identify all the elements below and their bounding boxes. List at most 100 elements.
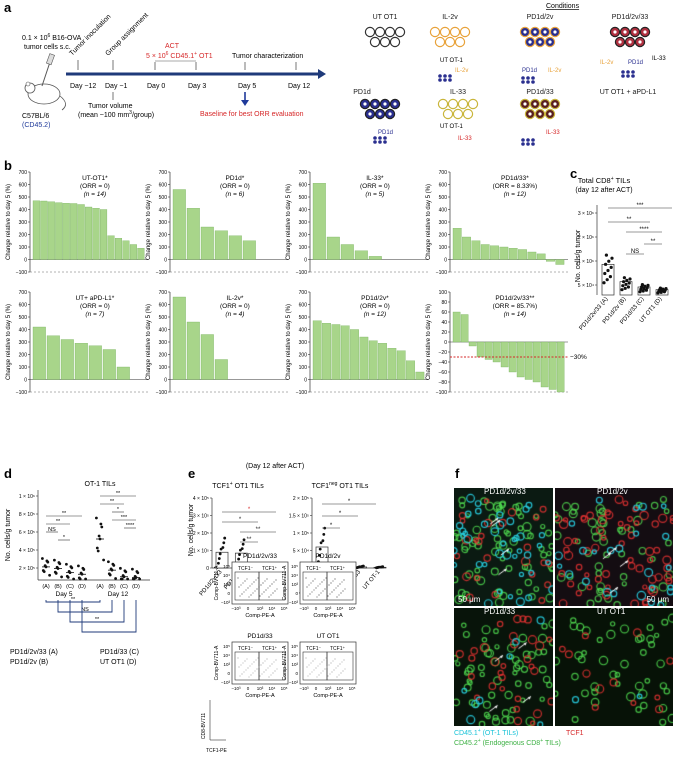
panel-e-ylabel: No. cells/g tumor [188, 503, 195, 556]
b-bar-1-0 [172, 189, 186, 260]
b-ticklabel-7--20: −20 [439, 350, 448, 356]
day-0: Day 0 [147, 83, 165, 90]
mouse-strain: C57BL/6 [22, 113, 49, 120]
e-flow-event-2-28 [273, 661, 275, 663]
b-ticklabel-2-600: 600 [299, 183, 308, 189]
e-flow-ytick-1-3: 0 [295, 591, 298, 596]
cluster-pd1d2v33-nucleus-1 [623, 30, 627, 34]
b-ticklabel-0-300: 300 [19, 220, 28, 226]
b-bar-6-5 [359, 336, 369, 380]
d-cross-bracket-3 [81, 600, 137, 633]
e-flow-event-3-45 [330, 662, 332, 664]
sub-ut-ot1-b: UT OT-1 [440, 124, 464, 130]
panel-a-letter: a [4, 0, 12, 15]
e-flow-event-3-53 [306, 666, 308, 668]
b-n-4: (n = 7) [85, 311, 104, 318]
micro-pd1d2v33: PD1d/2v/33 50 μm [454, 488, 553, 606]
e-flow-event-3-49 [318, 674, 320, 676]
b-ticklabel-1-200: 200 [159, 233, 168, 239]
c-dot-1-0 [620, 288, 624, 292]
legend-c: PD1d/33 (C) [100, 649, 139, 656]
b-ticklabel-1-100: 100 [159, 245, 168, 251]
e-flow-xtick-1-2: 10³ [325, 606, 332, 611]
panel-c-letter: c [570, 166, 577, 181]
e-flow-event-0-20 [257, 577, 259, 579]
e-flow-event-2-21 [254, 670, 256, 672]
e-right-dot-0-2 [317, 554, 321, 557]
d-dot-6-5 [119, 577, 123, 581]
b-title-6: PD1d/2v* [361, 295, 389, 302]
e-flow-event-3-21 [322, 670, 324, 672]
b-bar-0-10 [107, 235, 115, 260]
legend-d: UT OT1 (D) [100, 659, 136, 666]
pd1d33-dots-dot-5 [531, 142, 535, 146]
e-flow-event-0-31 [264, 580, 266, 582]
panel-e-header: (Day 12 after ACT) [246, 463, 304, 470]
b-ticklabel-4-600: 600 [19, 303, 28, 309]
e-flow-gate-pos-0 [258, 571, 286, 601]
b-n-3: (n = 12) [504, 191, 527, 198]
b-ylabel-4: Change relative to day 5 (%) [6, 304, 12, 380]
e-left-group-0: PD1d/2v/33 [199, 569, 224, 597]
e-flow-event-1-34 [323, 579, 325, 581]
b-ylabel-7: Change relative to day 5 (%) [426, 304, 432, 380]
cluster-pd1d2v-nucleus-1 [533, 30, 537, 34]
e-flow-ytick-3-4: −10³ [289, 680, 299, 685]
b-ticklabel-0-500: 500 [19, 195, 28, 201]
b-bar-0-8 [92, 208, 100, 260]
e-flow-event-2-54 [275, 659, 277, 661]
e-flow-event-2-33 [258, 666, 260, 668]
e-flow-event-3-50 [315, 667, 317, 669]
e-right-dot-2-6 [358, 565, 362, 569]
e-left-ticklabel-4: 0 [206, 566, 209, 572]
e-flow-event-0-41 [274, 590, 276, 592]
e-flow-event-3-44 [333, 669, 335, 671]
b-ticklabel-1-400: 400 [159, 208, 168, 214]
cluster-pd1d2v-nucleus-3 [553, 30, 557, 34]
d-dot-3-6 [79, 571, 83, 575]
d-dot-4-0 [95, 516, 98, 520]
c-ticklabel-2: 1 × 10⁶ [578, 259, 594, 265]
e-flow-gate-neg-label-3: TCF1⁻ [306, 646, 322, 652]
il2v-dots-dot-4 [443, 78, 447, 82]
e-flow-event-1-45 [330, 582, 332, 584]
e-flow-event-3-43 [336, 676, 338, 678]
c-ticklabel-3: 5 × 10⁴ [578, 283, 594, 289]
cluster-il33-nucleus-4 [446, 112, 450, 116]
e-flow-gate-pos-label-1: TCF1⁺ [330, 566, 346, 572]
e-flow-event-2-46 [259, 675, 261, 677]
e-flow-ytick-1-2: 10³ [291, 582, 298, 587]
e-flow-ytick-0-1: 10⁴ [223, 573, 230, 578]
c-dot-2-9 [640, 283, 645, 287]
e-flow-event-1-38 [311, 591, 313, 593]
panel-e-chart: (Day 12 after ACT) TCF1+ OT1 TILs TCF1ne… [188, 463, 387, 754]
b-bar-2-3 [354, 250, 368, 260]
c-dot-1-5 [627, 281, 631, 285]
e-flow-event-1-39 [308, 584, 310, 586]
b-ticklabel-7-60: 60 [441, 310, 447, 316]
sub-ut-ot1-a: UT OT-1 [440, 58, 464, 64]
b-orr-3: (ORR = 8.33%) [493, 183, 538, 190]
b-bar-7-8 [516, 341, 525, 378]
b-ticklabel-3-200: 200 [439, 233, 448, 239]
micro-title-1: PD1d/2v/33 [484, 488, 526, 496]
c-dot-3-7 [661, 287, 665, 291]
b-bar-7-7 [508, 341, 517, 373]
b-bar-4-6 [116, 366, 130, 380]
cluster-il2v-nucleus-2 [453, 30, 457, 34]
c-dot-0-3 [603, 271, 607, 276]
panel-d-ylabel: No. cells/g tumor [5, 508, 12, 561]
b-bar-0-9 [100, 209, 108, 260]
b-bar-6-7 [378, 343, 387, 380]
b-n-2: (n = 5) [365, 191, 384, 198]
cluster-il33-nucleus-2 [461, 102, 465, 106]
e-flow-frame-1 [299, 561, 357, 605]
e-flow-event-0-54 [275, 579, 277, 581]
e-flow-event-0-40 [237, 577, 239, 579]
e-flow-event-0-56 [269, 585, 271, 587]
c-dot-1-3 [621, 284, 625, 288]
cluster-il2v-nucleus-3 [463, 30, 467, 34]
cond-il33: IL-33 [450, 89, 466, 96]
e-flow-event-1-58 [331, 591, 333, 593]
d-cross-bracket-1 [57, 600, 113, 613]
